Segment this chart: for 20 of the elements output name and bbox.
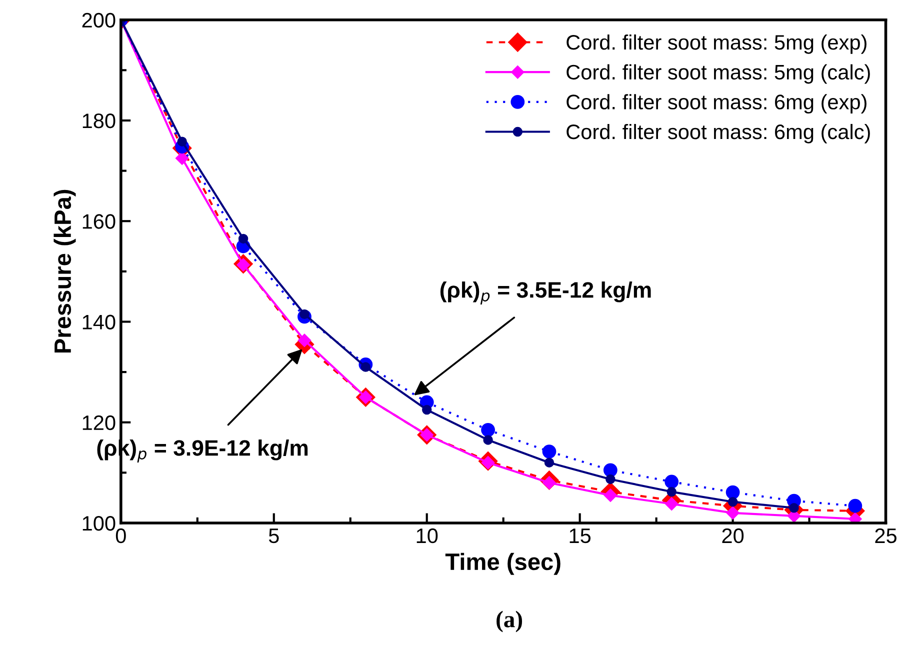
x-tick-label: 25	[875, 528, 896, 544]
y-tick-label: 140	[82, 314, 116, 330]
x-tick-label: 5	[268, 528, 279, 544]
legend-label: Cord. filter soot mass: 5mg (calc)	[566, 64, 870, 84]
y-tick-label: 180	[82, 113, 116, 128]
y-axis-title: Pressure (kPa)	[54, 190, 76, 353]
x-tick-label: 10	[416, 528, 438, 544]
y-tick-label: 160	[82, 214, 116, 229]
x-tick-label: 15	[570, 528, 591, 544]
y-tick-label: 100	[82, 516, 116, 531]
x-tick-label: 0	[116, 528, 126, 544]
x-tick-label: 20	[722, 528, 744, 544]
legend-label: Cord. filter soot mass: 6mg (calc)	[566, 124, 870, 144]
text: (a)	[496, 610, 522, 632]
y-tick-label: 120	[82, 415, 116, 430]
x-axis-title: Time (sec)	[445, 552, 560, 575]
y-tick-label: 200	[82, 12, 116, 28]
legend-label: Cord. filter soot mass: 5mg (exp)	[566, 34, 866, 54]
annotation: (ρk)$_{p}$ = 3.5E-12 kg/m	[440, 281, 651, 304]
legend-label: Cord. filter soot mass: 6mg (exp)	[566, 94, 866, 114]
